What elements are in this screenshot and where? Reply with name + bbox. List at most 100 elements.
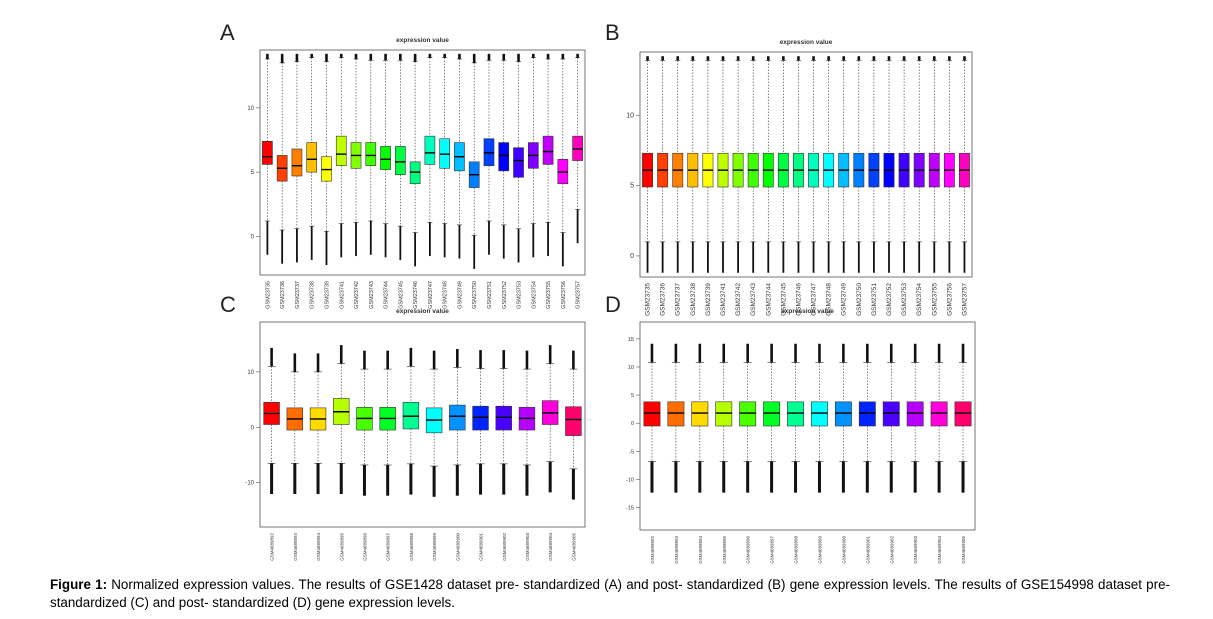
x-tick-label: GSM4689901	[865, 536, 870, 564]
x-tick-label: GSM23746	[795, 283, 802, 316]
x-tick-label: GSM23752	[502, 281, 508, 309]
x-tick-label: GSM4689898	[409, 533, 414, 561]
box	[380, 146, 391, 170]
box	[565, 406, 582, 436]
x-tick-label: GSM23754	[531, 281, 537, 309]
x-tick-label: GSM4689893	[293, 533, 298, 561]
x-tick-label: GSM23738	[310, 281, 316, 309]
x-tick-label: GSM23746	[413, 281, 419, 309]
x-tick-label: GSM23751	[487, 281, 493, 309]
box	[763, 401, 781, 427]
y-tick-label: 0	[631, 421, 634, 427]
box	[739, 401, 757, 427]
x-tick-label: GSM23739	[324, 281, 330, 309]
panel-letter-d: D	[605, 292, 621, 317]
chart-title: expression value	[396, 308, 449, 315]
box	[495, 405, 512, 431]
x-tick-label: GSM4689905	[961, 536, 966, 564]
box	[472, 405, 489, 431]
figure-caption: Figure 1: Normalized expression values. …	[50, 576, 1170, 612]
x-tick-label: GSM4689893	[674, 536, 679, 564]
x-tick-label: GSM4689896	[362, 533, 367, 561]
x-tick-label: GSM23737	[675, 283, 682, 316]
x-tick-label: GSM4689902	[889, 536, 894, 564]
box	[691, 401, 709, 427]
box	[643, 401, 661, 427]
y-tick-label: 0	[251, 425, 255, 431]
x-tick-label: GSM23736	[660, 283, 667, 316]
y-tick-label: 5	[630, 183, 634, 190]
box	[498, 142, 510, 172]
x-tick-label: GSM4689895	[722, 536, 727, 564]
chart-title: expression value	[780, 39, 833, 46]
boxplot-panel-b: expression value 0 5 10 GSM23735 GSM23736 GSM2…	[626, 39, 973, 316]
panel-letter-b: B	[605, 20, 620, 45]
x-tick-label: GSM23757	[961, 283, 968, 316]
box	[787, 401, 804, 427]
x-tick-label: GSM23748	[826, 283, 833, 316]
box	[667, 401, 685, 427]
y-tick-label: 10	[628, 365, 634, 371]
x-tick-label: GSM4689902	[502, 533, 507, 561]
box	[882, 401, 900, 427]
y-tick-label: -10	[245, 481, 254, 487]
x-tick-label: GSM23749	[841, 283, 848, 316]
chart-title: expression value	[396, 37, 449, 44]
box	[954, 401, 972, 427]
x-tick-label: GSM23753	[517, 281, 523, 309]
x-tick-label: GSM23747	[428, 281, 434, 309]
x-tick-label: GSM4689898	[794, 536, 799, 564]
x-tick-label: GSM23753	[901, 283, 908, 316]
box	[930, 401, 948, 427]
x-tick-label: GSM23757	[576, 281, 582, 309]
x-tick-label: GSM23737	[295, 281, 301, 309]
plot-frame	[639, 321, 976, 531]
plot-frame	[639, 51, 973, 278]
y-tick-label: 5	[631, 393, 634, 399]
x-tick-label: GSM4689900	[455, 533, 460, 561]
x-tick-label: GSM4689904	[937, 536, 942, 564]
box	[449, 404, 466, 431]
x-tick-label: GSM23755	[546, 281, 552, 309]
panel-letter-a: A	[220, 20, 235, 45]
x-tick-label: GSM4689899	[817, 536, 822, 564]
box	[262, 140, 273, 165]
box	[715, 401, 733, 427]
box	[306, 142, 318, 173]
caption-label: Figure 1:	[50, 577, 108, 592]
boxplot-panel-c: expression value -10 0 10 GSM4689892 GSM46898…	[245, 308, 586, 561]
box	[906, 401, 924, 427]
box	[365, 142, 377, 167]
x-tick-label: GSM23741	[720, 283, 727, 316]
box	[858, 401, 876, 427]
x-tick-label: GSM23745	[780, 283, 787, 316]
x-tick-label: GSM4689901	[479, 533, 484, 561]
x-tick-label: GSM4689903	[525, 533, 530, 561]
y-tick-label: 10	[626, 112, 634, 119]
x-tick-label: GSM4689904	[548, 533, 553, 561]
y-tick-label: 10	[247, 106, 254, 112]
x-tick-label: GSM4689903	[913, 536, 918, 564]
x-tick-label: GSM23747	[811, 283, 818, 316]
x-tick-label: GSM23738	[690, 283, 697, 316]
box	[542, 135, 554, 165]
x-tick-label: GSM4689894	[698, 536, 703, 564]
caption-text: Normalized expression values. The result…	[50, 577, 1170, 610]
x-tick-label: GSM23741	[339, 281, 345, 309]
x-tick-label: GSM23743	[369, 281, 375, 309]
x-tick-label: GSM4689900	[841, 536, 846, 564]
x-tick-label: GSM4689899	[432, 533, 437, 561]
box	[335, 135, 347, 167]
x-tick-label: GSM23751	[871, 283, 878, 316]
y-tick-label: 0	[251, 234, 255, 240]
x-tick-label: GSM23756	[946, 283, 953, 316]
panel-letter-c: C	[220, 292, 236, 317]
x-tick-label: GSM23745	[398, 281, 404, 309]
plot-frame	[259, 49, 586, 276]
x-tick-label: GSM4689892	[270, 533, 275, 561]
x-tick-label: GSM4689892	[650, 536, 655, 564]
box	[811, 401, 828, 427]
boxplot-panel-d: expression value -15 -10 -5 0 5 10 15 GSM4689892…	[626, 308, 976, 564]
y-tick-label: -15	[626, 506, 634, 512]
chart-title: expression value	[781, 308, 834, 315]
